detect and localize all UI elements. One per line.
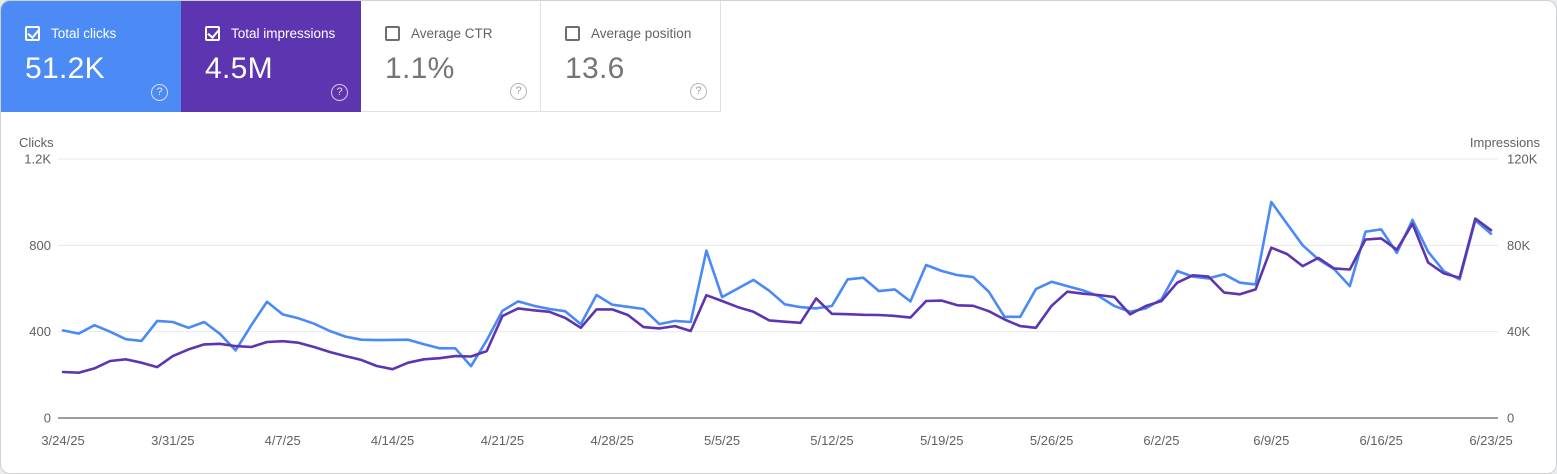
right-axis-tick: 120K	[1507, 152, 1538, 167]
clicks-line[interactable]	[61, 200, 1493, 368]
help-icon[interactable]: ?	[690, 83, 707, 100]
left-axis-tick: 1.2K	[24, 152, 51, 167]
metric-cards-row: Total clicks 51.2K ? Total impressions 4…	[1, 1, 721, 112]
x-axis-tick: 5/12/25	[810, 433, 853, 448]
total-impressions-card[interactable]: Total impressions 4.5M ?	[181, 1, 361, 112]
left-axis-title: Clicks	[19, 135, 54, 150]
left-axis-tick: 0	[44, 411, 51, 426]
right-axis-tick: 40K	[1507, 324, 1530, 339]
x-axis-tick: 5/5/25	[704, 433, 740, 448]
impressions-line[interactable]	[61, 217, 1493, 375]
average-position-label: Average position	[591, 26, 692, 41]
help-icon[interactable]: ?	[510, 83, 527, 100]
help-icon[interactable]: ?	[151, 84, 168, 101]
average-position-checkbox[interactable]	[565, 26, 580, 41]
x-axis-tick: 5/26/25	[1030, 433, 1073, 448]
x-axis-tick: 4/21/25	[481, 433, 524, 448]
total-clicks-checkbox[interactable]	[25, 26, 40, 41]
right-axis-tick: 80K	[1507, 238, 1530, 253]
average-ctr-value: 1.1%	[385, 52, 455, 85]
average-position-card[interactable]: Average position 13.6 ?	[541, 1, 721, 112]
average-position-value: 13.6	[565, 52, 625, 85]
total-impressions-value: 4.5M	[205, 52, 273, 85]
right-axis-tick: 0	[1507, 411, 1514, 426]
left-axis-tick: 400	[29, 324, 51, 339]
total-clicks-value: 51.2K	[25, 52, 105, 85]
x-axis-tick: 5/19/25	[920, 433, 963, 448]
average-ctr-label: Average CTR	[411, 26, 493, 41]
total-impressions-label: Total impressions	[231, 26, 336, 41]
help-icon[interactable]: ?	[331, 84, 348, 101]
average-ctr-card[interactable]: Average CTR 1.1% ?	[361, 1, 541, 112]
x-axis-tick: 4/7/25	[265, 433, 301, 448]
x-axis-tick: 3/24/25	[41, 433, 84, 448]
left-axis-tick: 800	[29, 238, 51, 253]
x-axis-tick: 6/9/25	[1253, 433, 1289, 448]
total-clicks-label: Total clicks	[51, 26, 117, 41]
x-axis-tick: 6/2/25	[1143, 433, 1179, 448]
x-axis-tick: 6/16/25	[1359, 433, 1402, 448]
average-ctr-checkbox[interactable]	[385, 26, 400, 41]
x-axis-tick: 4/14/25	[371, 433, 414, 448]
right-axis-title: Impressions	[1470, 135, 1541, 150]
total-clicks-card[interactable]: Total clicks 51.2K ?	[1, 1, 181, 112]
total-impressions-checkbox[interactable]	[205, 26, 220, 41]
x-axis-tick: 3/31/25	[151, 433, 194, 448]
x-axis-tick: 6/23/25	[1469, 433, 1512, 448]
x-axis-tick: 4/28/25	[591, 433, 634, 448]
